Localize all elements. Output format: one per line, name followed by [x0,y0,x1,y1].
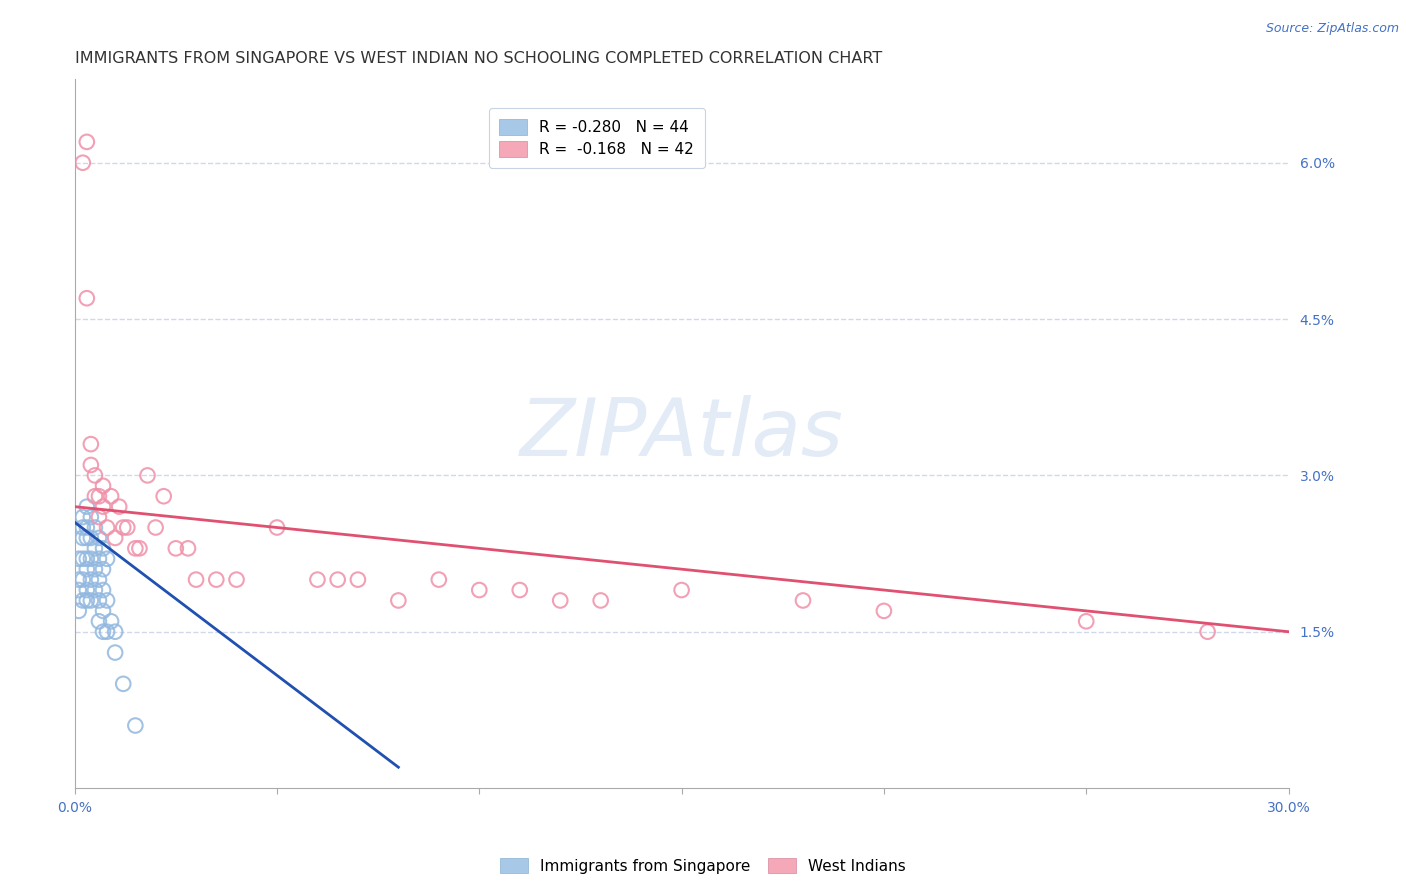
Point [87,593,110,607]
Point [84,520,107,534]
Point [792,593,814,607]
Point [873,604,896,618]
Point [80,531,103,545]
Point [91,624,114,639]
Point [96,624,118,639]
Point [87,551,110,566]
Point [80,458,103,472]
Point [72,520,94,534]
Point [1076,615,1098,629]
Point [427,573,450,587]
Point [76,291,98,305]
Point [80,551,103,566]
Point [117,520,139,534]
Point [468,582,491,597]
Point [124,541,146,556]
Point [145,520,167,534]
Point [548,593,571,607]
Point [225,573,247,587]
Point [76,135,98,149]
Point [76,500,98,514]
Point [84,582,107,597]
Point [72,155,94,169]
Point [76,582,98,597]
Point [76,531,98,545]
Text: Source: ZipAtlas.com: Source: ZipAtlas.com [1265,22,1399,36]
Point [76,562,98,576]
Point [87,510,110,524]
Point [387,593,409,607]
Legend: R = -0.280   N = 44, R =  -0.168   N = 42: R = -0.280 N = 44, R = -0.168 N = 42 [489,108,704,168]
Point [91,604,114,618]
Point [509,582,531,597]
Point [67,582,90,597]
Point [91,541,114,556]
Point [72,551,94,566]
Point [84,562,107,576]
Legend: Immigrants from Singapore, West Indians: Immigrants from Singapore, West Indians [494,852,912,880]
Point [80,437,103,451]
Point [72,593,94,607]
Point [91,500,114,514]
Point [184,573,207,587]
Point [76,593,98,607]
Point [91,582,114,597]
Point [91,479,114,493]
Point [87,489,110,503]
Point [326,573,349,587]
Point [87,573,110,587]
Point [266,520,288,534]
Point [104,624,127,639]
Point [96,593,118,607]
Point [1197,624,1219,639]
Point [80,573,103,587]
Point [136,468,159,483]
Point [104,646,127,660]
Point [84,489,107,503]
Point [76,520,98,534]
Point [84,541,107,556]
Point [347,573,370,587]
Point [80,510,103,524]
Point [112,520,135,534]
Point [307,573,329,587]
Point [72,573,94,587]
Point [67,551,90,566]
Point [124,718,146,732]
Point [205,573,228,587]
Point [100,489,122,503]
Point [96,520,118,534]
Point [87,531,110,545]
Point [87,615,110,629]
Point [72,531,94,545]
Point [589,593,612,607]
Point [67,573,90,587]
Point [128,541,150,556]
Point [72,510,94,524]
Point [165,541,187,556]
Text: ZIPAtlas: ZIPAtlas [520,394,844,473]
Point [108,500,131,514]
Point [76,551,98,566]
Point [84,468,107,483]
Point [80,593,103,607]
Point [104,531,127,545]
Point [177,541,200,556]
Point [96,551,118,566]
Point [112,677,135,691]
Text: IMMIGRANTS FROM SINGAPORE VS WEST INDIAN NO SCHOOLING COMPLETED CORRELATION CHAR: IMMIGRANTS FROM SINGAPORE VS WEST INDIAN… [75,51,882,66]
Point [671,582,693,597]
Point [67,604,90,618]
Point [100,615,122,629]
Point [152,489,174,503]
Point [91,562,114,576]
